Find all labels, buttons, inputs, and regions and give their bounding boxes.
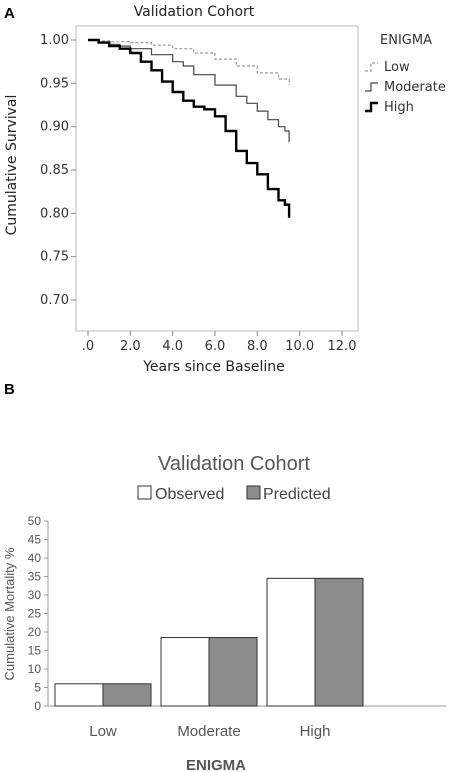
bar-x-axis-label: ENIGMA (186, 757, 246, 772)
bar-chart-title: Validation Cohort (158, 453, 310, 475)
bar-legend: Observed Predicted (137, 485, 331, 503)
category-label-low: Low (89, 723, 117, 740)
bar-y-axis-label: Cumulative Mortality % (2, 547, 17, 680)
bar-y-tick-label: 25 (28, 607, 42, 621)
legend: Low Moderate High (365, 60, 446, 115)
y-tick-label: 0.90 (40, 120, 69, 135)
bar-observed-high (266, 577, 316, 707)
legend-label-high: High (384, 100, 414, 115)
survival-line-high (88, 38, 291, 218)
y-tick-label: 0.95 (40, 76, 69, 91)
bar-predicted-high (314, 577, 364, 707)
x-tick-label: 8.0 (247, 339, 268, 354)
x-tick-label: 4.0 (162, 339, 183, 354)
x-tick-label: 10.0 (285, 339, 314, 354)
bar-predicted-moderate (208, 637, 258, 707)
plot-frame (75, 25, 359, 332)
y-tick-label: 0.75 (40, 250, 69, 265)
bar-y-tick-label: 10 (28, 662, 42, 676)
legend-swatch-high (365, 101, 378, 113)
x-tick-label: 2.0 (120, 339, 141, 354)
bar-y-tick-label: 15 (28, 644, 42, 658)
bar-legend-swatch-observed (137, 485, 152, 500)
category-label-moderate: Moderate (177, 723, 240, 740)
panel-letter-b: B (4, 381, 15, 398)
bar-y-tick-label: 20 (28, 625, 42, 639)
bar-y-tick-label: 0 (34, 699, 41, 713)
x-axis-label: Years since Baseline (142, 359, 285, 372)
legend-title: ENIGMA (380, 33, 432, 48)
y-tick-label: 0.85 (40, 163, 69, 178)
legend-swatch-moderate (365, 82, 378, 92)
legend-label-moderate: Moderate (384, 80, 446, 95)
x-tick-label: .0 (82, 339, 94, 354)
bar-y-tick-label: 50 (28, 514, 42, 528)
y-tick-label: 0.70 (40, 293, 69, 308)
bars (54, 577, 364, 707)
chart-title: Validation Cohort (134, 4, 255, 20)
x-axis: .0 2.0 4.0 6.0 8.0 10.0 12.0 (82, 331, 357, 354)
bar-legend-swatch-predicted (246, 485, 261, 500)
bar-observed-moderate (160, 637, 210, 707)
mortality-chart: B Validation Cohort Observed Predicted 0 5… (2, 381, 446, 772)
bar-y-tick-label: 30 (28, 588, 42, 602)
bar-y-tick-label: 5 (34, 681, 41, 695)
x-tick-label: 12.0 (328, 339, 357, 354)
bar-observed-low (54, 683, 104, 707)
bar-y-tick-label: 35 (28, 570, 42, 584)
x-tick-label: 6.0 (205, 339, 226, 354)
y-tick-label: 0.80 (40, 206, 69, 221)
legend-swatch-low (365, 62, 378, 72)
legend-label-low: Low (384, 60, 410, 75)
category-label-high: High (300, 723, 331, 740)
bar-predicted-low (102, 683, 152, 707)
survival-chart: A Validation Cohort 0.70 0.75 0.80 0.85 0.90… (4, 4, 446, 372)
bar-legend-label-predicted: Predicted (263, 486, 331, 503)
survival-curves (88, 38, 291, 218)
y-tick-label: 1.00 (40, 33, 69, 48)
y-axis-label: Cumulative Survival (4, 95, 20, 236)
panel-letter-a: A (4, 5, 15, 22)
survival-line-moderate (88, 39, 290, 143)
y-axis: 0.70 0.75 0.80 0.85 0.90 0.95 1.00 (40, 33, 76, 308)
category-labels: Low Moderate High (89, 723, 330, 740)
bar-y-tick-label: 40 (28, 551, 42, 565)
bar-y-tick-label: 45 (28, 533, 42, 547)
bar-legend-label-observed: Observed (155, 486, 224, 503)
